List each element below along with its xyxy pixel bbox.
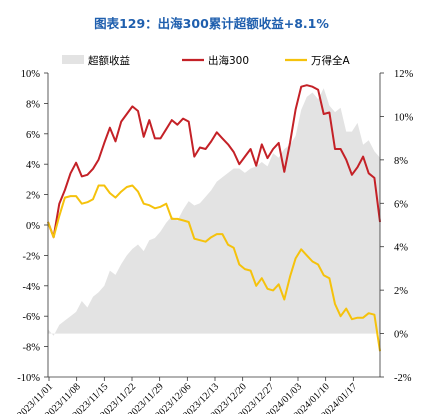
y-left-tick-label: -4% <box>23 282 41 293</box>
legend-swatch-0 <box>62 55 84 64</box>
area-layer <box>48 88 380 336</box>
y-left-tick-label: -6% <box>23 312 41 323</box>
y-left-ticks: 10% 8% 6% 4% 2% 0% -2% -4% -6% -8% -10% <box>17 69 48 384</box>
y-right-tick-label: -2% <box>394 373 412 384</box>
legend: 超额收益 出海300 万得全A <box>62 54 350 67</box>
legend-label-2: 万得全A <box>311 54 350 67</box>
y-right-tick-label: 4% <box>394 243 408 254</box>
y-left-tick-label: -10% <box>17 373 40 384</box>
line-layer <box>47 84 381 352</box>
y-left-tick-label: -2% <box>23 251 41 262</box>
y-left-tick-label: 6% <box>26 130 40 141</box>
legend-label-0: 超额收益 <box>88 54 130 67</box>
y-right-tick-label: 10% <box>394 112 414 123</box>
series-line-2 <box>47 184 381 352</box>
y-left-tick-label: 8% <box>26 99 40 110</box>
y-right-tick-label: 0% <box>394 330 408 341</box>
y-right-tick-label: 8% <box>394 156 408 167</box>
y-left-tick-label: 4% <box>26 160 40 171</box>
y-left-tick-label: -8% <box>23 343 41 354</box>
x-ticks: 2023/11/012023/11/082023/11/152023/11/22… <box>15 377 359 414</box>
y-right-tick-label: 12% <box>394 69 414 80</box>
y-right-ticks: 12% 10% 8% 6% 4% 2% 0% -2% <box>380 69 414 384</box>
y-right-tick-label: 2% <box>394 286 408 297</box>
series-area-0 <box>48 88 380 336</box>
chart-title: 图表129：出海300累计超额收益+8.1% <box>94 16 329 31</box>
legend-label-1: 出海300 <box>208 54 249 67</box>
y-right-tick-label: 6% <box>394 199 408 210</box>
y-left-tick-label: 0% <box>26 221 40 232</box>
y-left-tick-label: 10% <box>21 69 41 80</box>
series-line-1 <box>47 84 381 239</box>
y-left-tick-label: 2% <box>26 191 40 202</box>
